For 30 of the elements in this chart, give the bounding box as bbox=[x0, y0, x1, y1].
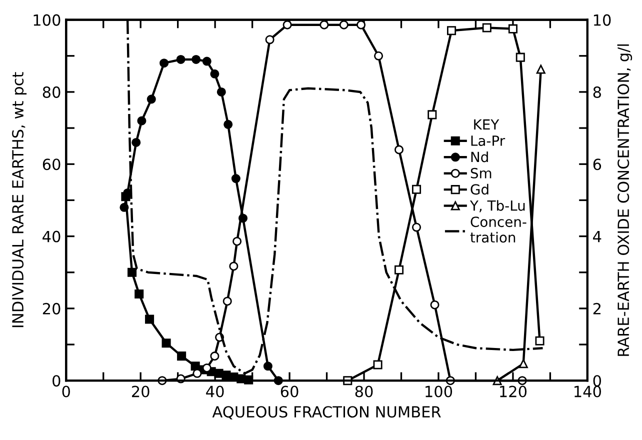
x-tick-label: 120 bbox=[500, 386, 527, 398]
y-tick-label: 60 bbox=[42, 158, 60, 170]
y2-tick-label: 4 bbox=[593, 230, 602, 242]
x-tick-label: 0 bbox=[62, 386, 70, 398]
x-tick-label: 60 bbox=[280, 386, 298, 398]
legend-label: Nd bbox=[471, 151, 488, 162]
legend-label: Gd bbox=[470, 184, 488, 195]
y-tick-label: 40 bbox=[42, 230, 60, 242]
y-tick-label: 80 bbox=[42, 86, 60, 98]
legend-label: Concen- tration bbox=[470, 216, 526, 243]
legend-title: KEY bbox=[474, 119, 500, 130]
y-tick-label: 0 bbox=[52, 375, 60, 387]
legend-label: Sm bbox=[470, 168, 492, 178]
y-tick-label: 20 bbox=[42, 302, 60, 314]
y2-tick-label: 8 bbox=[593, 86, 601, 98]
y2-tick-label: 2 bbox=[593, 302, 600, 314]
y-tick-label: 100 bbox=[34, 14, 60, 26]
legend-label: La-Pr bbox=[471, 136, 506, 146]
x-tick-label: 80 bbox=[355, 386, 373, 398]
y2-tick-label: 10 bbox=[594, 14, 611, 26]
x-tick-label: 20 bbox=[132, 386, 150, 398]
x-axis-title: AQUEOUS FRACTION NUMBER bbox=[212, 406, 441, 420]
legend-label: Y, Tb-Lu bbox=[470, 200, 525, 212]
x-tick-label: 140 bbox=[574, 386, 601, 398]
y2-tick-label: 0 bbox=[593, 375, 601, 387]
x-tick-label: 100 bbox=[426, 386, 452, 398]
x-tick-label: 40 bbox=[206, 386, 224, 398]
y2-tick-label: 6 bbox=[593, 158, 602, 170]
y-axis-title: INDIVIDUAL RARE EARTHS, wt pct bbox=[12, 72, 27, 328]
y2-axis-title: RARE-EARTH OXIDE CONCENTRATION, g/l bbox=[617, 44, 632, 356]
